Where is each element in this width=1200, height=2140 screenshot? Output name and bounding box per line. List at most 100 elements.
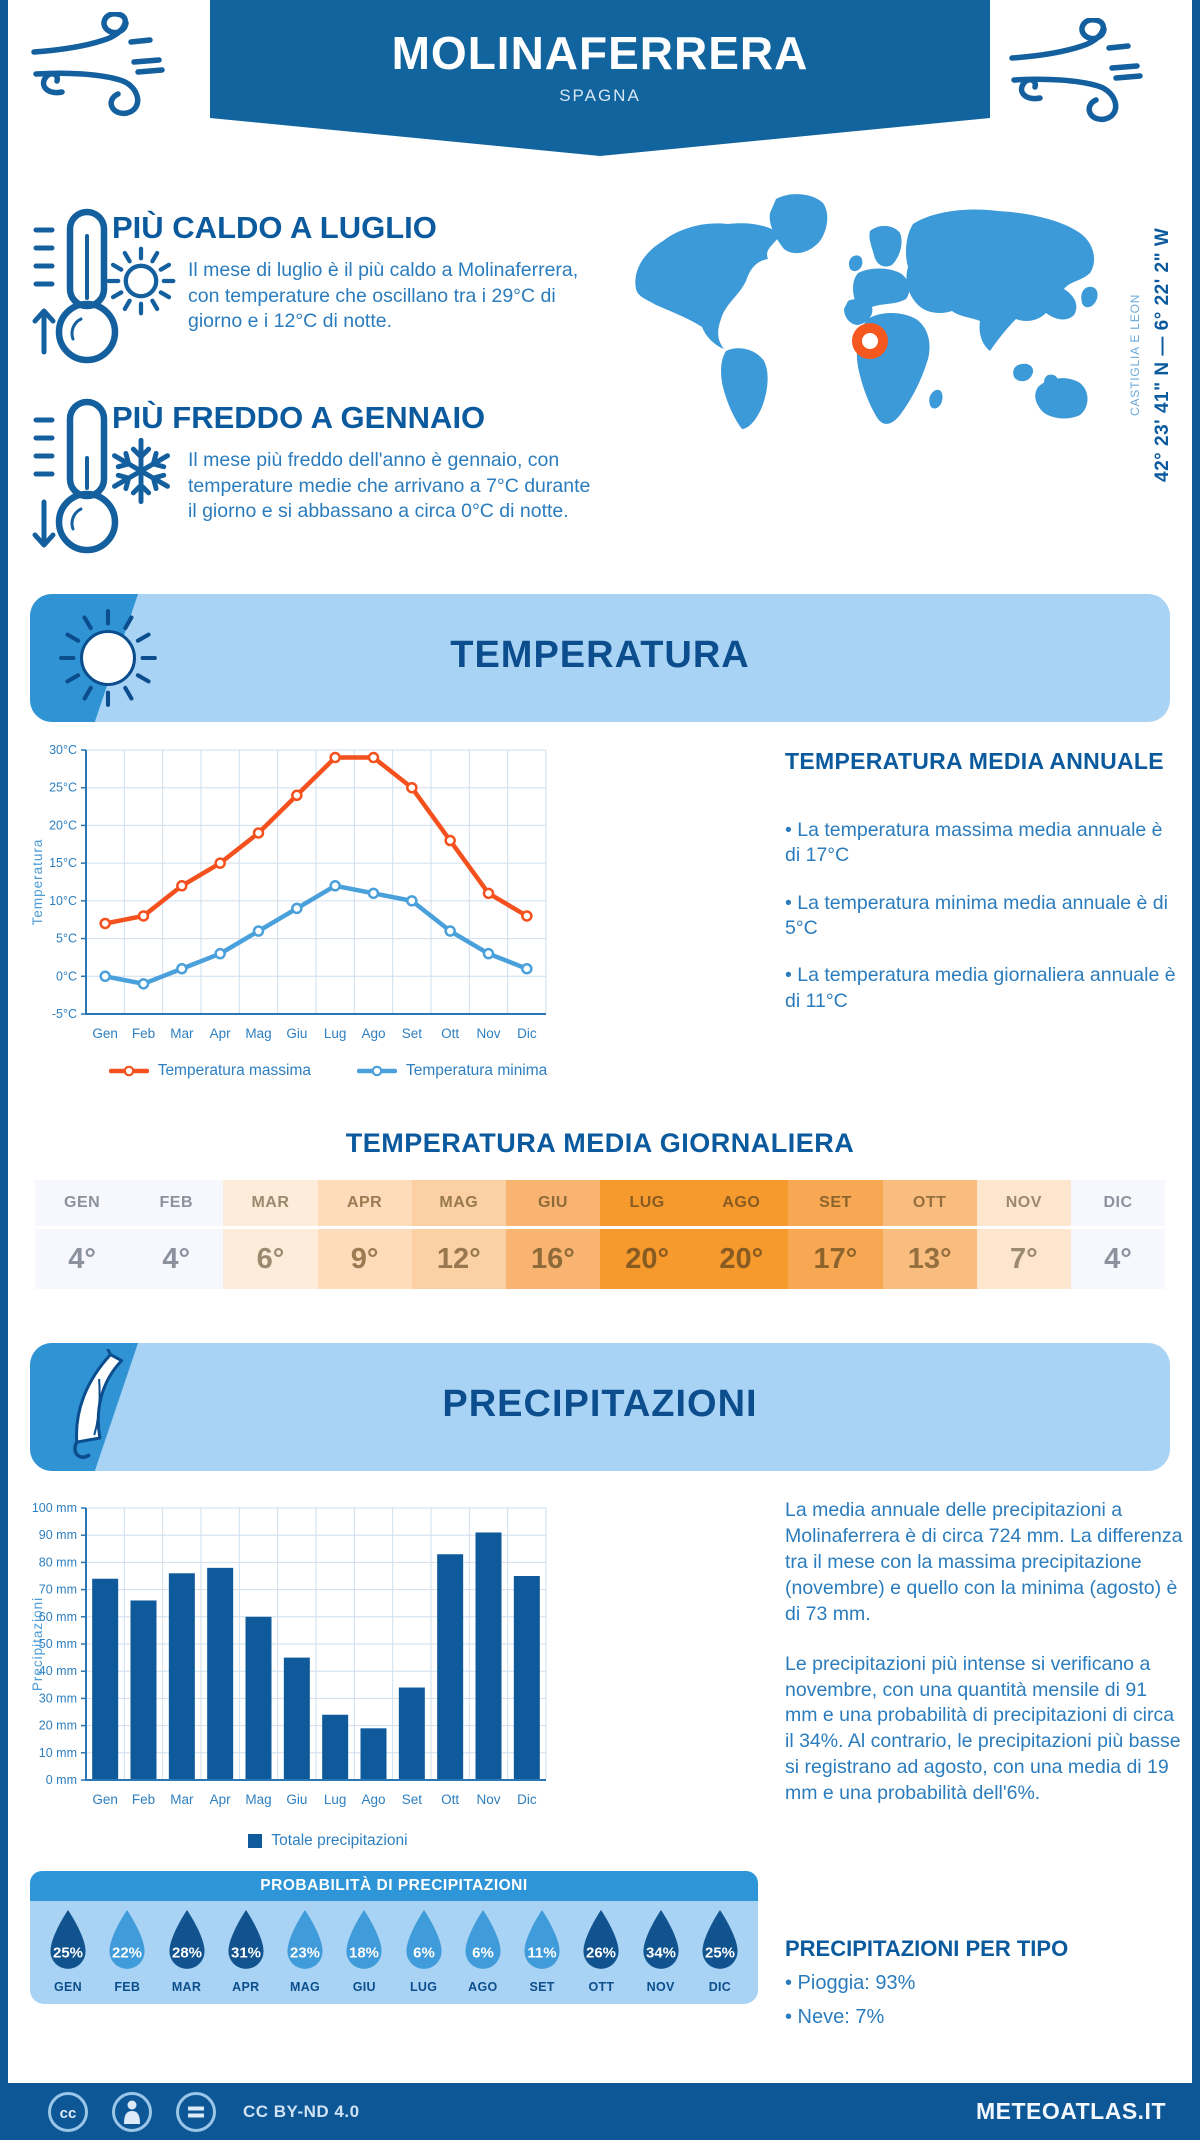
x-tick-label: Dic [517,1792,537,1807]
precipitation-by-type-heading: PRECIPITAZIONI PER TIPO [785,1936,1069,1961]
table-column: SET 17° [788,1180,883,1289]
y-tick-label: 20 mm [39,1719,77,1733]
y-tick-label: 80 mm [39,1555,77,1569]
table-month-cell: NOV [976,1180,1071,1226]
page-title: MOLINAFERRERA [391,27,809,79]
precipitation-section-banner: PRECIPITAZIONI [30,1343,1170,1471]
droplet-value: 25% [705,1945,735,1962]
y-tick-label: 90 mm [39,1528,77,1542]
table-value-cell: 20° [694,1229,789,1289]
droplet-value: 6% [413,1945,435,1962]
series-line [102,883,530,987]
table-month-cell: APR [317,1180,412,1226]
table-month-cell: GEN [35,1180,130,1226]
droplet-month-label: GEN [54,1980,82,1994]
y-tick-label: 20°C [49,818,77,832]
droplet: 25% GEN [42,1909,94,1994]
brand-logo: METEOATLAS.IT [975,2098,1166,2124]
data-point [252,827,265,839]
license-text: CC BY-ND 4.0 [243,2102,360,2121]
legend-item: Temperatura massima [108,1062,311,1080]
table-month-cell: DIC [1070,1180,1166,1226]
x-tick-label: Set [402,1792,423,1807]
droplet: 6% LUG [398,1909,450,1994]
table-month-cell: SET [788,1180,883,1226]
bar [283,1657,310,1780]
annual-bullet: • La temperatura minima media annuale è … [785,891,1168,940]
data-point [444,834,456,847]
data-point [137,978,150,990]
table-value-cell: 13° [882,1229,977,1289]
data-point [329,880,341,892]
y-tick-label: -5°C [52,1007,77,1021]
x-tick-label: Ago [361,1792,385,1807]
table-value-cell: 7° [976,1229,1071,1289]
location-marker [852,323,888,359]
droplet-month-label: DIC [708,1980,732,1994]
droplet: 6% AGO [457,1909,509,1994]
table-month-cell: MAG [411,1180,506,1226]
page-subtitle: SPAGNA [559,86,641,105]
annual-bullet: • La temperatura media giornaliera annua… [785,964,1176,1012]
droplet-month-label: LUG [409,1980,438,1994]
data-point [444,925,456,937]
droplet-month-label: OTT [588,1980,615,1994]
table-column: MAG 12° [411,1180,506,1289]
droplet-icon: 34% [643,1910,679,1969]
snowflake-icon [112,437,170,505]
legend-label: Totale precipitazioni [271,1832,408,1849]
table-month-cell: AGO [694,1180,789,1226]
table-month-cell: OTT [882,1180,977,1226]
region-text: CASTIGLIA E LEON [1128,293,1142,417]
y-tick-label: 50 mm [39,1637,77,1651]
precipitation-section-title: PRECIPITAZIONI [442,1383,758,1425]
droplet-icon: 25% [702,1910,738,1969]
table-column: GEN 4° [35,1180,130,1289]
droplet-icon: 6% [406,1910,442,1969]
y-tick-label: 0 mm [46,1773,77,1787]
droplet-value: 34% [646,1945,676,1962]
bar [360,1728,387,1780]
x-tick-label: Ott [441,1792,459,1807]
data-point [521,962,533,975]
droplet: 28% MAR [161,1909,213,1994]
x-tick-label: Nov [476,1026,500,1041]
droplet-icon: 26% [583,1910,619,1969]
wind-icon [31,12,165,117]
x-tick-label: Mag [245,1792,271,1807]
data-point [291,902,303,915]
wind-icon [1009,18,1143,123]
precipitation-paragraph: Le precipitazioni più intense si verific… [785,1652,1181,1805]
probability-body: 25% GEN 22% FEB 28% MAR 31% APR 23% MAG 18% GIU 6% LU… [30,1901,758,2004]
data-point [367,887,380,900]
y-tick-label: 25°C [49,781,77,795]
bar [513,1576,540,1780]
coordinates-text: 42° 23' 41" N — 6° 22' 2" W [1152,227,1173,483]
droplet: 26% OTT [575,1909,627,1994]
x-tick-label: Ago [361,1026,385,1041]
x-tick-label: Giu [286,1026,307,1041]
precipitation-chart-legend: Totale precipitazioni [28,1832,628,1850]
droplet-value: 31% [231,1945,261,1962]
x-tick-label: Mar [170,1026,194,1041]
cold-month-text: Il mese più freddo dell'anno è gennaio, … [188,449,591,523]
y-tick-label: 15°C [49,856,77,870]
data-point [99,970,111,983]
data-point [406,895,418,907]
droplet-value: 28% [172,1945,202,1962]
droplet-value: 22% [112,1945,142,1962]
droplet: 25% DIC [694,1909,746,1994]
footer: cc CC BY-ND 4.0 METEOATLAS.IT [0,2083,1200,2140]
precipitation-probability-panel: PROBABILITÀ DI PRECIPITAZIONI 25% GEN 22% F… [30,1871,758,2004]
cold-month-title: PIÙ FREDDO A GENNAIO [112,400,486,435]
table-value-cell: 9° [317,1229,412,1289]
table-column: APR 9° [317,1180,412,1289]
x-tick-label: Lug [324,1792,347,1807]
table-value-cell: 4° [35,1229,130,1289]
droplet-icon: 6% [465,1910,501,1969]
droplet-month-label: AGO [468,1980,498,1994]
droplet-month-label: MAG [290,1980,321,1994]
x-tick-label: Feb [132,1026,155,1041]
x-tick-label: Set [402,1026,423,1041]
table-column: FEB 4° [129,1180,224,1289]
